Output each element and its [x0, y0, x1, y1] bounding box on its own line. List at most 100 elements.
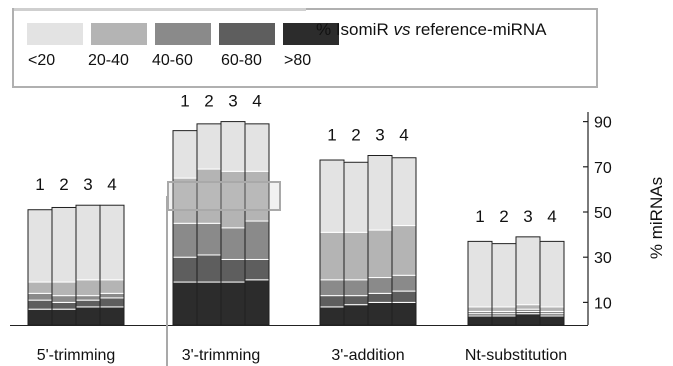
- bar-label-g2-b1: 2: [351, 126, 360, 145]
- bar-segment-g1-b1-s1: [196, 254, 222, 283]
- bar-segment-g2-b2-s4: [367, 155, 393, 231]
- bar-segment-g2-b1-s4: [343, 161, 369, 233]
- y-tick-label-1: 30: [594, 250, 612, 267]
- bar-segment-g1-b3-s2: [244, 220, 270, 260]
- y-tick-label-0: 10: [594, 295, 612, 312]
- bar-segment-g1-b2-s1: [220, 258, 246, 283]
- bar-segment-g2-b0-s0: [319, 306, 345, 326]
- bar-segment-g3-b1-s4: [491, 243, 517, 308]
- bar-segment-g3-b3-s0: [539, 315, 565, 326]
- bar-segment-g0-b3-s0: [99, 306, 125, 326]
- bar-segment-g0-b3-s1: [99, 297, 125, 308]
- bar-segment-g1-b1-s4: [196, 123, 222, 170]
- bar-segment-g3-b3-s4: [539, 240, 565, 308]
- bar-segment-g2-b1-s3: [343, 231, 369, 281]
- legend-title-pre: % IsomiR: [316, 20, 394, 39]
- bar-segment-g2-b0-s3: [319, 231, 345, 281]
- bar-label-g0-b0: 1: [35, 175, 44, 194]
- highlight-box: [167, 181, 281, 211]
- bar-segment-g0-b2-s2: [75, 295, 101, 301]
- bar-label-g0-b2: 3: [83, 175, 92, 194]
- legend-label-0: <20: [28, 52, 56, 69]
- legend-swatch-0: [26, 22, 84, 46]
- bar-segment-g0-b0-s4: [27, 209, 53, 283]
- bar-label-g2-b2: 3: [375, 126, 384, 145]
- bar-segment-g3-b1-s0: [491, 315, 517, 326]
- bar-segment-g1-b1-s2: [196, 222, 222, 256]
- bar-segment-g1-b1-s3: [196, 168, 222, 224]
- legend-swatch-1: [90, 22, 148, 46]
- bar-label-g2-b3: 4: [399, 126, 408, 145]
- bar-segment-g1-b0-s0: [172, 281, 198, 326]
- bar-segment-g2-b3-s1: [391, 290, 417, 303]
- bar-segment-g0-b1-s0: [51, 308, 77, 326]
- bar-segment-g0-b2-s4: [75, 204, 101, 281]
- bar-segment-g3-b0-s4: [467, 240, 493, 308]
- bar-segment-g0-b3-s3: [99, 279, 125, 294]
- legend-swatch-2: [154, 22, 212, 46]
- bar-segment-g1-b1-s0: [196, 281, 222, 326]
- bar-segment-g1-b3-s4: [244, 123, 270, 172]
- bar-segment-g0-b2-s0: [75, 306, 101, 326]
- bar-segment-g0-b0-s3: [27, 281, 53, 294]
- group-label-0: 5'-trimming: [37, 347, 116, 364]
- bar-segment-g2-b3-s0: [391, 301, 417, 326]
- y-axis-title: % miRNAs: [647, 177, 666, 259]
- legend-decorative-line: [14, 8, 306, 11]
- bar-segment-g1-b0-s4: [172, 130, 198, 179]
- bar-segment-g1-b2-s0: [220, 281, 246, 326]
- bar-segment-g3-b3-s3: [539, 306, 565, 312]
- bar-label-g3-b2: 3: [523, 207, 532, 226]
- bar-segment-g2-b3-s3: [391, 225, 417, 276]
- bar-segment-g1-b3-s1: [244, 258, 270, 281]
- y-tick-label-2: 50: [594, 205, 612, 222]
- bar-segment-g0-b0-s2: [27, 292, 53, 301]
- bar-label-g1-b1: 2: [204, 92, 213, 111]
- bar-segment-g2-b1-s2: [343, 279, 369, 297]
- bar-segment-g0-b0-s1: [27, 299, 53, 310]
- group-label-1: 3'-trimming: [182, 347, 261, 364]
- legend-swatch-4: [282, 22, 340, 46]
- legend-swatch-3: [218, 22, 276, 46]
- bar-label-g3-b3: 4: [547, 207, 556, 226]
- y-tick-label-3: 70: [594, 160, 612, 177]
- bar-segment-g2-b0-s2: [319, 279, 345, 297]
- bar-segment-g3-b2-s3: [515, 304, 541, 310]
- bar-label-g2-b0: 1: [327, 126, 336, 145]
- bar-segment-g0-b2-s1: [75, 299, 101, 308]
- bar-segment-g1-b0-s2: [172, 222, 198, 258]
- legend-label-2: 40-60: [152, 52, 193, 69]
- bar-segment-g1-b2-s4: [220, 121, 246, 172]
- bar-segment-g3-b0-s0: [467, 315, 493, 326]
- legend-label-1: 20-40: [88, 52, 129, 69]
- bar-segment-g0-b2-s3: [75, 279, 101, 297]
- legend-title-post: reference-miRNA: [410, 20, 547, 39]
- legend-title-vs: vs: [393, 20, 411, 39]
- bar-segment-g1-b3-s3: [244, 170, 270, 222]
- bar-segment-g2-b3-s2: [391, 274, 417, 292]
- bar-segment-g0-b3-s2: [99, 292, 125, 299]
- bar-segment-g3-b2-s4: [515, 236, 541, 306]
- bar-label-g1-b3: 4: [252, 92, 261, 111]
- bar-label-g1-b2: 3: [228, 92, 237, 111]
- bar-segment-g0-b1-s1: [51, 301, 77, 310]
- bar-segment-g2-b1-s1: [343, 295, 369, 306]
- legend-label-3: 60-80: [221, 52, 262, 69]
- bar-segment-g2-b2-s0: [367, 301, 393, 326]
- bar-segment-g2-b0-s4: [319, 159, 345, 233]
- bar-segment-g2-b1-s0: [343, 304, 369, 326]
- bar-segment-g0-b3-s4: [99, 204, 125, 281]
- bar-segment-g0-b1-s3: [51, 281, 77, 297]
- group-label-3: Nt-substitution: [465, 347, 567, 364]
- legend-label-4: >80: [284, 52, 312, 69]
- bar-segment-g2-b2-s3: [367, 229, 393, 279]
- bar-segment-g1-b0-s3: [172, 177, 198, 224]
- bar-segment-g0-b1-s4: [51, 206, 77, 283]
- bar-segment-g1-b0-s1: [172, 256, 198, 283]
- bar-label-g0-b1: 2: [59, 175, 68, 194]
- bar-segment-g2-b2-s2: [367, 277, 393, 294]
- bar-label-g3-b0: 1: [475, 207, 484, 226]
- bar-segment-g3-b2-s0: [515, 313, 541, 326]
- bar-label-g3-b1: 2: [499, 207, 508, 226]
